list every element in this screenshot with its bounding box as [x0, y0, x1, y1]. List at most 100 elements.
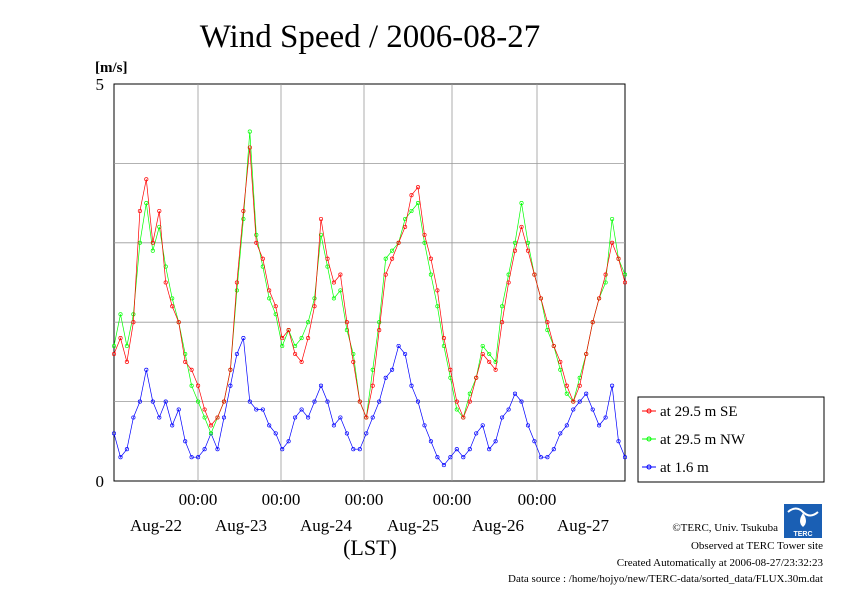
data-point	[435, 304, 440, 309]
data-point	[344, 320, 349, 325]
data-point	[409, 383, 414, 388]
data-point	[196, 455, 201, 460]
data-point	[525, 423, 531, 428]
legend-label: at 1.6 m	[660, 460, 709, 476]
data-point	[448, 367, 453, 372]
data-point	[312, 296, 317, 301]
data-point	[584, 391, 589, 396]
data-point	[409, 208, 414, 214]
credit-text: ©TERC, Univ. Tsukuba	[672, 522, 778, 534]
series-layer	[111, 129, 628, 468]
data-point	[124, 343, 129, 349]
data-point	[603, 280, 608, 285]
x-day-label: Aug-25	[387, 516, 439, 535]
data-point	[331, 296, 336, 301]
data-point	[597, 423, 602, 428]
data-point	[351, 447, 356, 452]
data-point	[545, 328, 550, 333]
data-point	[577, 383, 582, 388]
data-point	[448, 455, 453, 460]
data-point	[428, 439, 433, 444]
data-point	[247, 145, 252, 150]
data-point	[480, 423, 485, 428]
observed-text: Observed at TERC Tower site	[691, 540, 823, 552]
data-point	[183, 439, 188, 444]
data-point	[170, 423, 175, 428]
data-point	[118, 455, 123, 460]
data-point	[176, 407, 181, 412]
data-point	[500, 304, 505, 309]
data-point	[500, 320, 505, 325]
data-point	[538, 296, 543, 301]
data-point	[118, 312, 123, 317]
data-point	[286, 439, 291, 444]
data-point	[254, 407, 259, 412]
data-point	[254, 240, 259, 245]
data-point	[422, 423, 427, 428]
data-point	[260, 256, 265, 261]
created-text: Created Automatically at 2006-08-27/23:3…	[617, 557, 824, 569]
chart-title: Wind Speed / 2006-08-27	[200, 19, 541, 55]
data-point	[383, 272, 388, 277]
data-point	[221, 399, 227, 404]
data-point	[312, 399, 317, 404]
data-point	[487, 359, 492, 364]
data-point	[338, 272, 343, 277]
data-point	[183, 359, 188, 364]
data-point	[163, 399, 168, 404]
data-point	[415, 185, 421, 190]
data-point	[500, 415, 505, 420]
data-point	[202, 447, 207, 452]
data-point	[202, 407, 207, 412]
data-point	[564, 423, 569, 428]
legend-item: at 1.6 m	[642, 460, 709, 476]
data-point	[441, 336, 446, 341]
data-point	[487, 351, 492, 357]
data-point	[610, 240, 615, 245]
data-point	[467, 399, 472, 404]
data-point	[532, 439, 537, 444]
data-point	[331, 423, 336, 428]
data-point	[390, 256, 395, 261]
data-point	[338, 288, 343, 293]
data-point	[273, 304, 278, 309]
data-point	[215, 447, 220, 452]
data-point	[454, 399, 459, 404]
data-point	[403, 224, 408, 229]
data-point	[234, 351, 239, 357]
data-point	[137, 399, 142, 404]
data-point	[273, 431, 278, 436]
data-point	[610, 216, 615, 222]
data-point	[254, 232, 259, 237]
data-point	[163, 280, 168, 285]
data-point	[390, 367, 395, 372]
data-point	[428, 272, 433, 277]
data-point	[506, 280, 511, 285]
legend-box	[637, 396, 825, 483]
data-point	[441, 463, 446, 468]
data-point	[150, 240, 155, 245]
data-point	[584, 351, 589, 357]
data-point	[616, 439, 621, 444]
data-point	[480, 343, 485, 349]
data-point	[241, 208, 246, 214]
data-point	[435, 455, 440, 460]
data-point	[467, 447, 472, 452]
x-day-label: Aug-23	[215, 516, 267, 535]
data-point	[228, 383, 233, 388]
series-line	[113, 147, 626, 427]
data-point	[306, 336, 311, 341]
data-point	[487, 447, 492, 452]
data-point	[267, 423, 272, 428]
data-point	[157, 415, 162, 420]
data-point	[293, 343, 298, 349]
data-point	[111, 351, 117, 357]
data-point	[403, 351, 408, 357]
legend-marker	[646, 464, 652, 470]
x-tick-label: 00:00	[262, 490, 301, 509]
data-point	[208, 423, 214, 428]
data-point	[306, 415, 311, 420]
data-point	[390, 248, 395, 253]
terc-logo: TERC	[784, 504, 822, 538]
data-point	[474, 375, 479, 380]
